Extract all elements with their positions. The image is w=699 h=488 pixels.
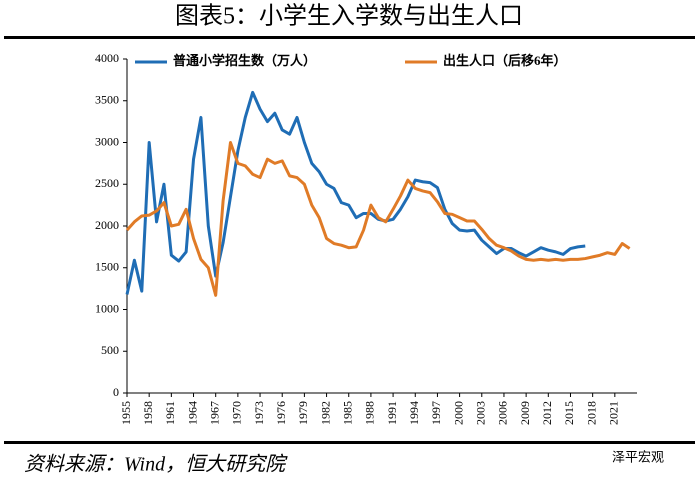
x-tick-label: 2003: [474, 401, 488, 425]
x-tick-label: 2018: [584, 401, 598, 425]
x-tick-label: 1979: [296, 401, 310, 425]
y-tick-label: 4000: [95, 51, 119, 65]
x-tick-label: 1973: [252, 401, 266, 425]
x-tick-label: 1997: [429, 401, 443, 425]
x-tick-label: 2009: [518, 401, 532, 425]
x-tick-label: 1958: [141, 401, 155, 425]
y-tick-label: 500: [101, 343, 119, 357]
title-rule: [4, 36, 695, 39]
y-tick-label: 2500: [95, 176, 119, 190]
x-tick-label: 2000: [451, 401, 465, 425]
x-tick-label: 1991: [385, 401, 399, 425]
y-tick-label: 3500: [95, 93, 119, 107]
watermark: 泽平宏观: [612, 451, 664, 466]
footer-rule: [4, 441, 695, 444]
series-line: [125, 90, 586, 295]
x-tick-label: 1982: [318, 401, 332, 425]
x-tick-label: 2015: [562, 401, 576, 425]
chart-title: 图表5：小学生入学数与出生人口: [175, 3, 523, 30]
x-tick-label: 1985: [340, 401, 354, 425]
x-tick-label: 2012: [540, 401, 554, 425]
y-tick-label: 1500: [95, 260, 119, 274]
y-tick-label: 2000: [95, 218, 119, 232]
legend-label: 出生人口（后移6年）: [443, 53, 567, 68]
x-tick-label: 1961: [163, 401, 177, 425]
x-tick-label: 1955: [119, 401, 133, 425]
y-tick-label: 3000: [95, 134, 119, 148]
x-tick-label: 1967: [207, 401, 221, 425]
x-tick-label: 1994: [407, 401, 421, 425]
legend-label: 普通小学招生数（万人）: [173, 53, 316, 68]
source: 资料来源：Wind，恒大研究院: [24, 454, 288, 476]
y-tick-label: 1000: [95, 301, 119, 315]
x-tick-label: 1988: [363, 401, 377, 425]
x-tick-label: 1970: [230, 401, 244, 425]
x-tick-label: 2021: [607, 401, 621, 425]
x-tick-label: 1976: [274, 401, 288, 425]
x-tick-label: 2006: [496, 401, 510, 425]
y-tick-label: 0: [113, 385, 119, 399]
series-line: [125, 141, 631, 297]
x-tick-label: 1964: [185, 401, 199, 425]
